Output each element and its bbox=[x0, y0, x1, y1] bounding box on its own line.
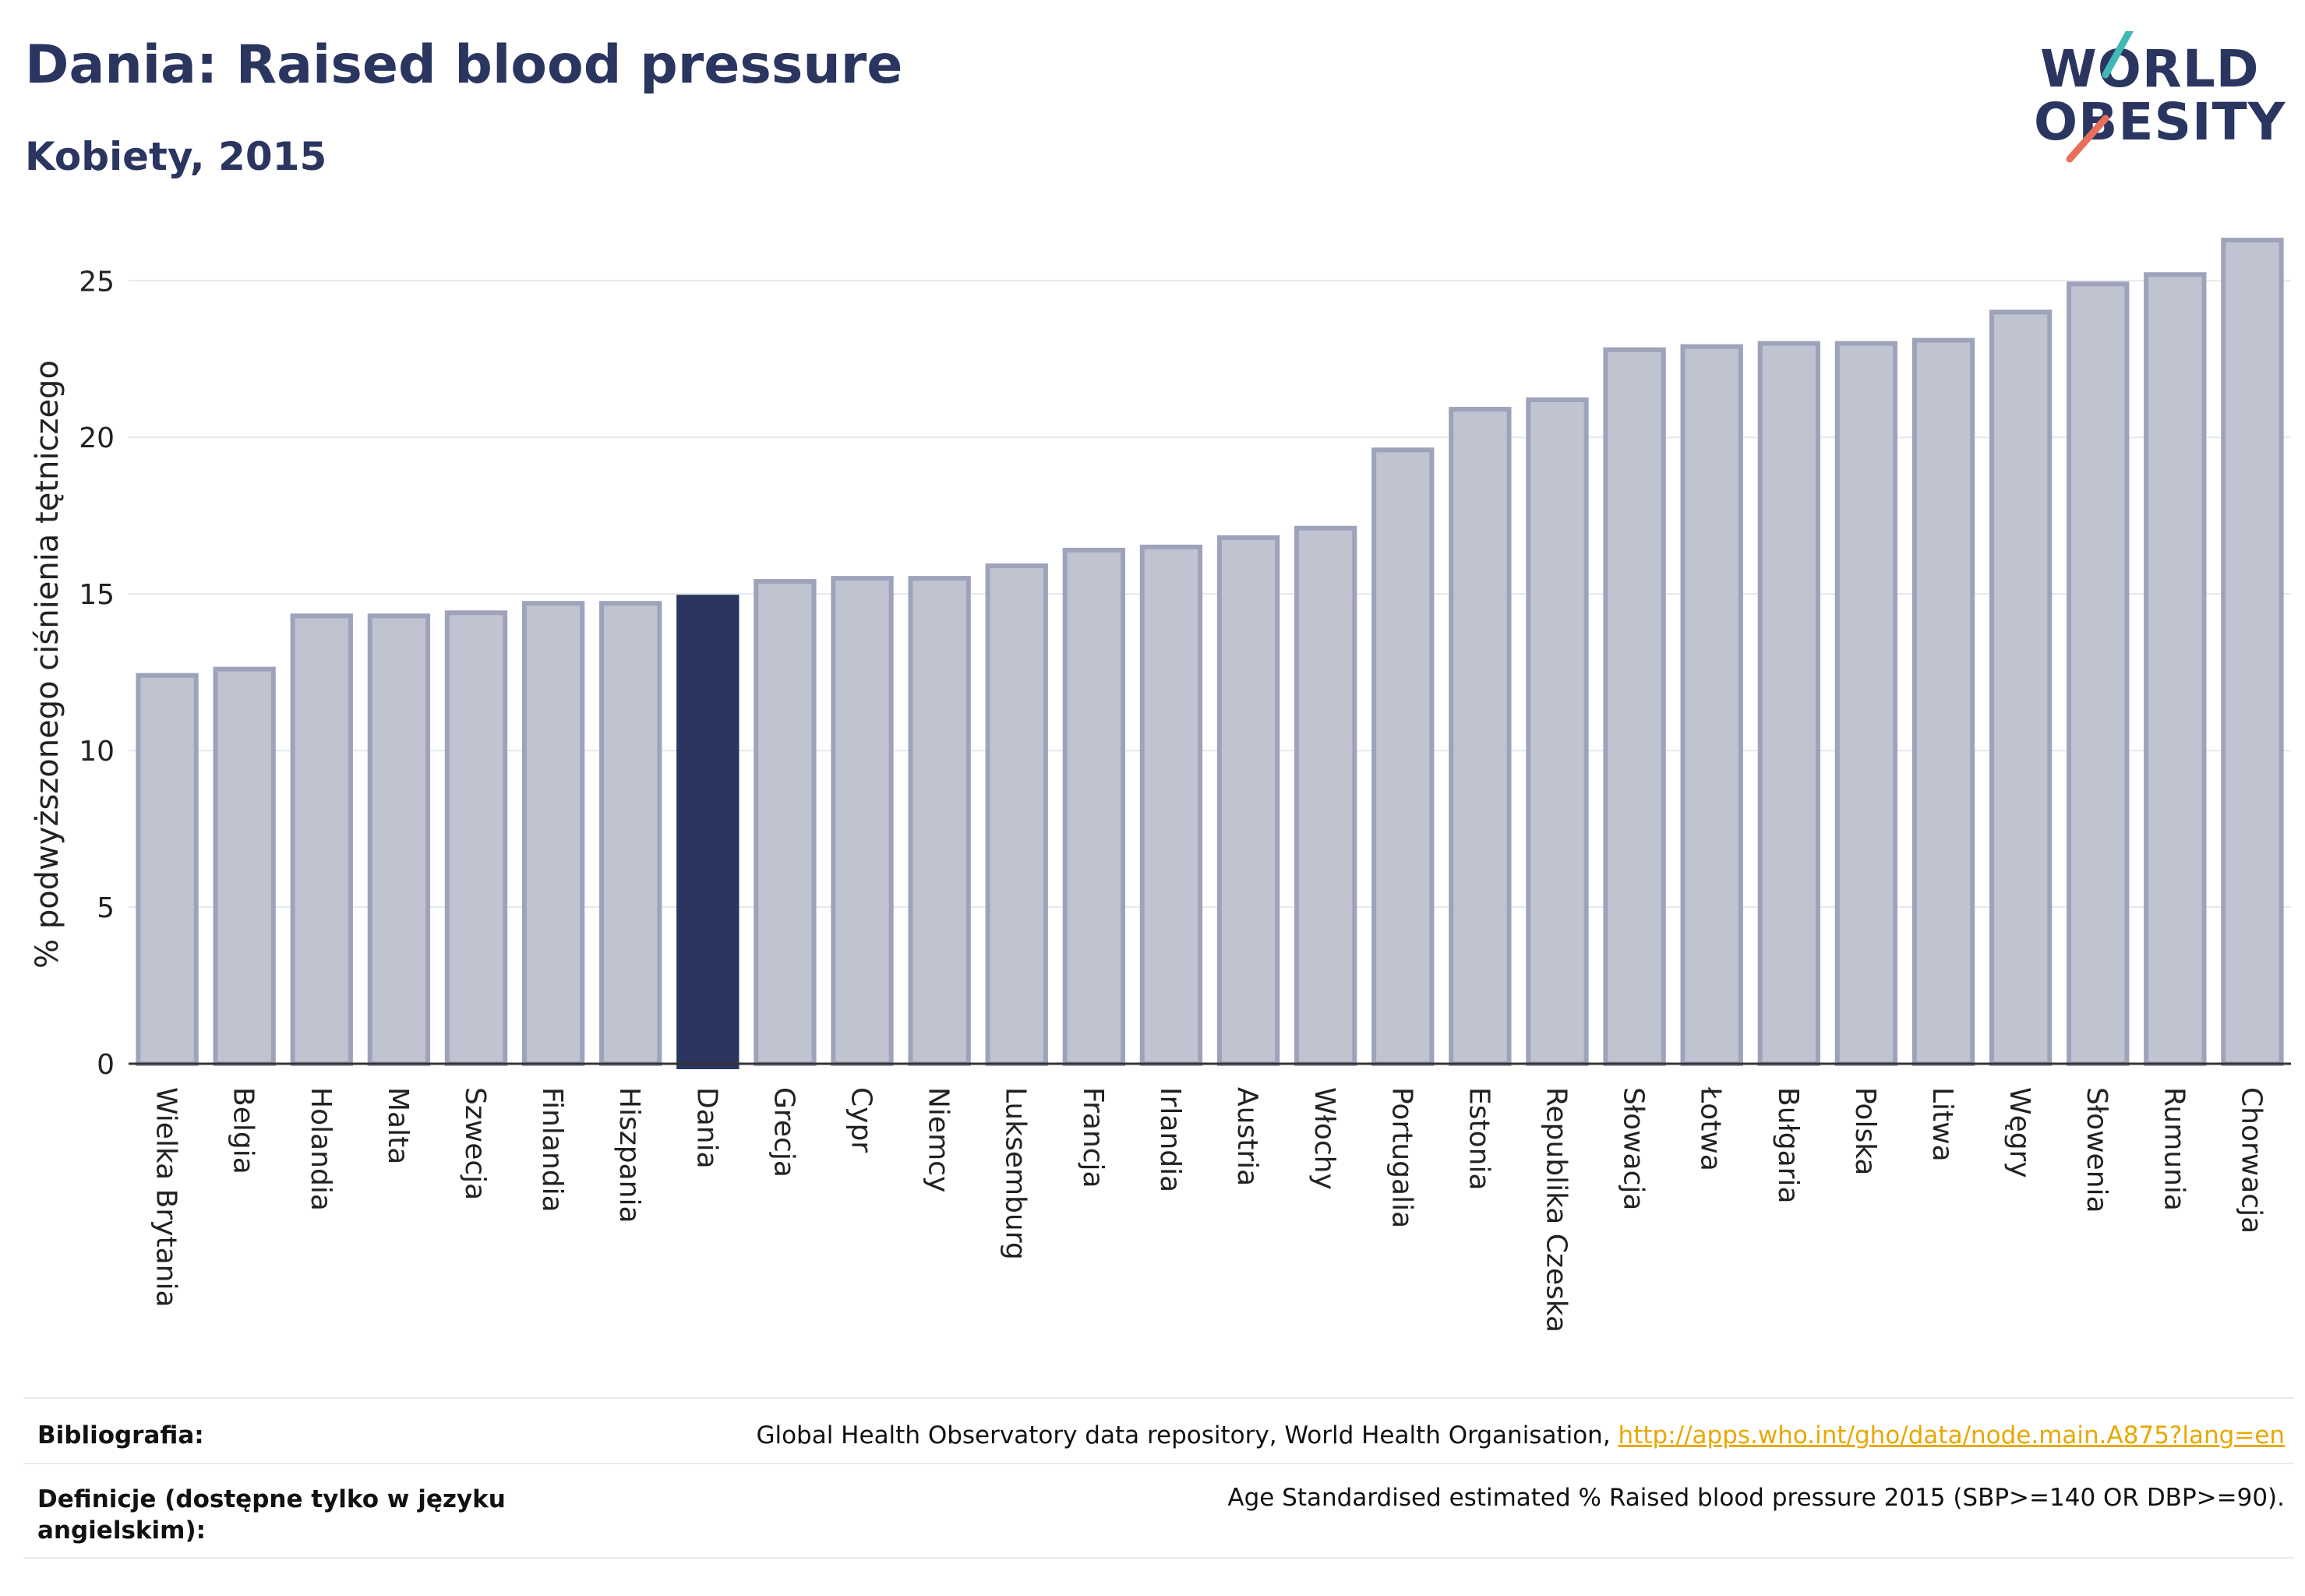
x-tick-label: Cypr bbox=[845, 1087, 877, 1153]
bar-polska[interactable] bbox=[1834, 341, 1898, 1066]
bibliography-label: Bibliografia: bbox=[37, 1421, 204, 1449]
logo-slash-icon bbox=[2066, 31, 2134, 163]
bar-węgry[interactable] bbox=[1989, 309, 2053, 1067]
bar-austria[interactable] bbox=[1216, 535, 1280, 1066]
bar-niemcy[interactable] bbox=[908, 576, 971, 1066]
x-tick-labels: Wielka Brytania Belgia Holandia Malta Szwecj… bbox=[150, 1086, 2268, 1333]
bar-portugalia[interactable] bbox=[1371, 447, 1435, 1066]
x-tick-label: Szwecja bbox=[459, 1087, 491, 1200]
bar-łotwa[interactable] bbox=[1680, 344, 1743, 1066]
x-tick-label: Niemcy bbox=[923, 1087, 955, 1192]
x-tick-label: Słowenia bbox=[2081, 1087, 2113, 1213]
x-tick-label: Rumunia bbox=[2158, 1087, 2190, 1211]
x-tick-label: Grecja bbox=[768, 1087, 800, 1178]
footer-divider bbox=[23, 1557, 2294, 1559]
footer-divider bbox=[23, 1463, 2294, 1464]
bar-hiszpania[interactable] bbox=[599, 601, 662, 1066]
bar-chorwacja[interactable] bbox=[2221, 238, 2284, 1067]
world-obesity-logo: WORLD OBESITY bbox=[2034, 31, 2291, 171]
footer-divider bbox=[23, 1397, 2294, 1399]
x-tick-label: Dania bbox=[690, 1087, 722, 1169]
bar-holandia[interactable] bbox=[290, 613, 353, 1066]
x-tick-label: Holandia bbox=[305, 1087, 337, 1211]
x-tick-label: Włochy bbox=[1308, 1087, 1340, 1190]
x-tick-label: Polska bbox=[1849, 1087, 1881, 1175]
bar-malta[interactable] bbox=[367, 613, 431, 1066]
bar-cypr[interactable] bbox=[831, 576, 894, 1066]
x-tick-label: Francja bbox=[1077, 1087, 1109, 1188]
definition-value: Age Standardised estimated % Raised bloo… bbox=[1227, 1484, 2285, 1512]
logo-line-1: WORLD bbox=[2040, 39, 2260, 99]
y-tick-label: 20 bbox=[79, 422, 115, 454]
x-tick-label: Estonia bbox=[1463, 1087, 1495, 1191]
bar-francja[interactable] bbox=[1062, 547, 1126, 1067]
bibliography-value: Global Health Observatory data repositor… bbox=[756, 1421, 2285, 1449]
footer-definition-row: Definicje (dostępne tylko w języku angie… bbox=[23, 1468, 2294, 1554]
y-tick-labels: 0 5 10 15 20 25 bbox=[79, 266, 115, 1081]
bar-finlandia[interactable] bbox=[521, 601, 585, 1066]
bar-słowacja[interactable] bbox=[1603, 347, 1666, 1066]
x-tick-label: Portugalia bbox=[1385, 1087, 1417, 1228]
x-tick-label: Węgry bbox=[2003, 1087, 2035, 1178]
bar-litwa[interactable] bbox=[1911, 337, 1975, 1067]
bar-estonia[interactable] bbox=[1449, 407, 1512, 1067]
bar-dania[interactable] bbox=[676, 595, 740, 1069]
bar-bułgaria[interactable] bbox=[1757, 341, 1820, 1066]
chart-subtitle: Kobiety, 2015 bbox=[25, 134, 327, 179]
bar-słowenia[interactable] bbox=[2067, 281, 2130, 1067]
x-tick-label: Luksemburg bbox=[1000, 1087, 1032, 1260]
x-tick-label: Austria bbox=[1231, 1087, 1263, 1186]
definition-label: Definicje (dostępne tylko w języku angie… bbox=[37, 1485, 506, 1545]
bibliography-text: Global Health Observatory data repositor… bbox=[756, 1421, 1618, 1449]
x-tick-label: Słowacja bbox=[1618, 1087, 1650, 1210]
y-tick-label: 25 bbox=[79, 266, 115, 298]
bar-chart: 0 5 10 15 20 25 Wielka Brytania Belgia Holandia… bbox=[30, 238, 2291, 1333]
bar-wielka-brytania[interactable] bbox=[136, 673, 199, 1067]
logo-line-2: OBESITY bbox=[2034, 92, 2286, 152]
bar-grecja[interactable] bbox=[754, 579, 817, 1066]
x-tick-label: Bułgaria bbox=[1772, 1087, 1804, 1204]
x-tick-label: Belgia bbox=[228, 1087, 259, 1174]
bibliography-link[interactable]: http://apps.who.int/gho/data/node.main.A… bbox=[1618, 1421, 2285, 1449]
x-tick-label: Finlandia bbox=[536, 1087, 568, 1213]
x-tick-label: Malta bbox=[382, 1087, 414, 1164]
y-axis-label: % podwyższonego ciśnienia tętniczego bbox=[30, 360, 65, 969]
bar-włochy[interactable] bbox=[1294, 525, 1357, 1067]
x-tick-label: Wielka Brytania bbox=[150, 1087, 182, 1308]
bar-luksemburg[interactable] bbox=[985, 563, 1048, 1066]
y-tick-label: 15 bbox=[79, 579, 115, 611]
x-tick-label: Chorwacja bbox=[2235, 1087, 2267, 1234]
x-tick-label: Łotwa bbox=[1695, 1086, 1727, 1171]
bar-republika-czeska[interactable] bbox=[1526, 397, 1589, 1066]
x-tick-label: Irlandia bbox=[1154, 1087, 1186, 1192]
y-tick-label: 10 bbox=[79, 736, 115, 768]
x-tick-label: Republika Czeska bbox=[1540, 1087, 1572, 1333]
bar-irlandia[interactable] bbox=[1139, 544, 1203, 1066]
x-tick-label: Hiszpania bbox=[613, 1087, 645, 1223]
footer-bibliography-row: Bibliografia: Global Health Observatory … bbox=[23, 1403, 2294, 1465]
y-tick-label: 5 bbox=[97, 892, 115, 924]
bars bbox=[136, 238, 2284, 1069]
y-tick-label: 0 bbox=[97, 1049, 115, 1081]
chart-title: Dania: Raised blood pressure bbox=[25, 34, 903, 96]
bar-belgia[interactable] bbox=[213, 666, 276, 1066]
bar-rumunia[interactable] bbox=[2144, 272, 2207, 1066]
bar-szwecja[interactable] bbox=[444, 610, 508, 1066]
x-tick-label: Litwa bbox=[1926, 1087, 1958, 1162]
